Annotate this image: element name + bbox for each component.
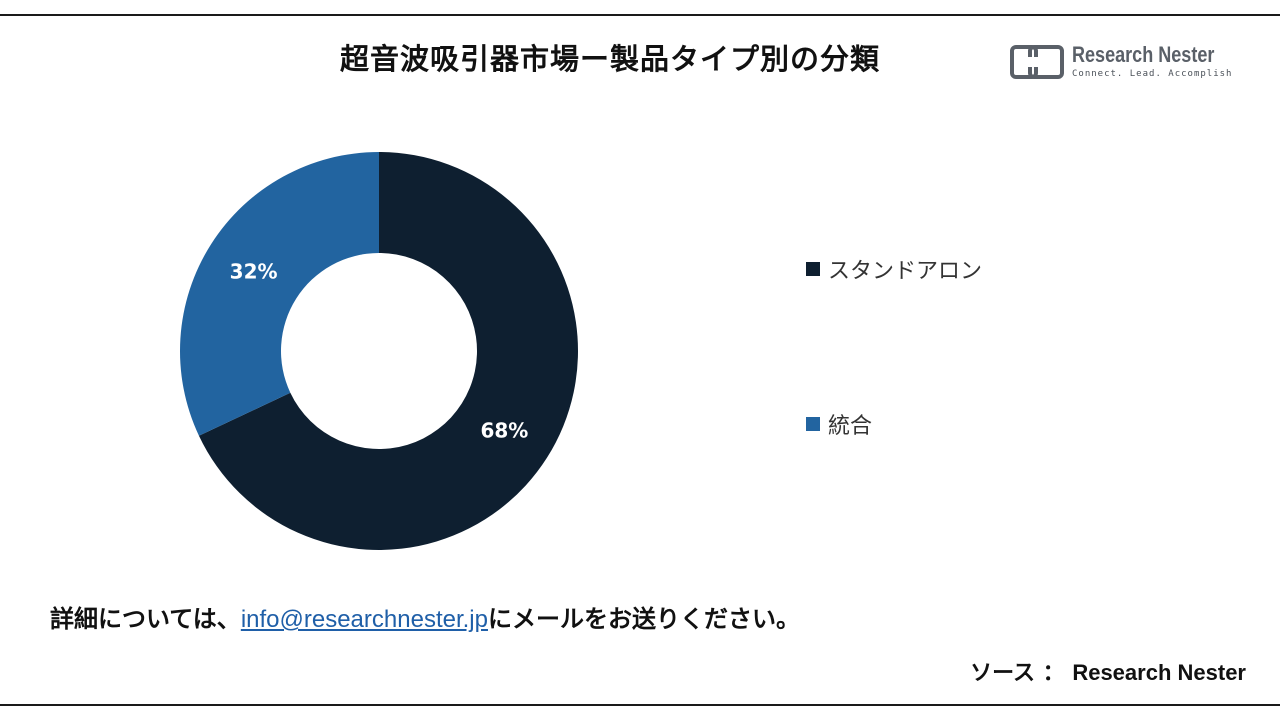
contact-note-prefix: 詳細については、	[50, 605, 241, 633]
legend-label-integrated: 統合	[828, 414, 873, 439]
source-name: Research Nester	[1072, 660, 1246, 685]
bottom-rule	[0, 704, 1280, 706]
logo-tagline: Connect. Lead. Accomplish	[1072, 69, 1233, 79]
email-link[interactable]: info@researchnester.jp	[240, 606, 488, 633]
legend-item-standalone: スタンドアロン	[806, 253, 982, 285]
chart-title: 超音波吸引器市場ー製品タイプ別の分類	[339, 42, 880, 76]
legend-swatch-integrated	[806, 417, 820, 431]
legend-swatch-standalone	[806, 262, 820, 276]
source-label: ソース ：	[970, 661, 1065, 686]
data-label-standalone: 68%	[480, 419, 528, 443]
source-credit: ソース ： Research Nester	[970, 655, 1246, 687]
contact-note: 詳細については、info@researchnester.jpにメールをお送りくだ…	[50, 599, 800, 634]
slice-standalone	[198, 152, 579, 550]
research-nester-logo-icon	[1010, 45, 1064, 79]
legend-item-integrated: 統合	[806, 408, 872, 440]
top-rule	[0, 14, 1280, 16]
data-label-integrated: 32%	[230, 259, 278, 283]
logo-name: Research Nester	[1072, 42, 1215, 67]
contact-note-suffix: にメールをお送りください。	[487, 605, 800, 633]
slice-integrated	[180, 152, 379, 436]
legend-label-standalone: スタンドアロン	[828, 259, 983, 284]
logo: Research Nester Connect. Lead. Accomplis…	[1010, 42, 1233, 86]
